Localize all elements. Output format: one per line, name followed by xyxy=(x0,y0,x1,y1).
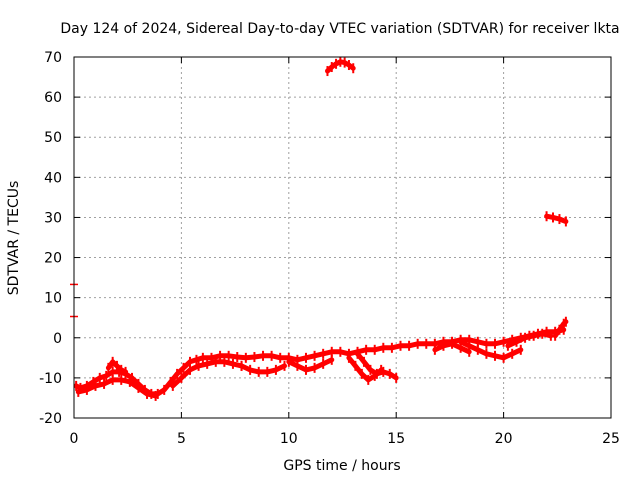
data-track xyxy=(458,339,524,361)
x-tick-label: 10 xyxy=(280,431,298,447)
y-tick-label: 10 xyxy=(44,291,62,307)
y-tick-labels: -20 -10 0 10 20 30 40 50 60 70 xyxy=(39,50,62,427)
data-layer xyxy=(70,56,569,401)
x-tick-labels: 0 5 10 15 20 25 xyxy=(70,431,620,447)
x-tick-label: 20 xyxy=(495,431,513,447)
data-track xyxy=(544,213,569,224)
x-tick-label: 15 xyxy=(387,431,405,447)
y-axis-label: SDTVAR / TECUs xyxy=(6,181,22,296)
x-axis-label: GPS time / hours xyxy=(283,458,400,474)
data-track xyxy=(505,331,554,349)
x-tick-label: 25 xyxy=(602,431,620,447)
chart-title: Day 124 of 2024, Sidereal Day-to-day VTE… xyxy=(60,21,619,37)
ticks xyxy=(73,56,612,419)
y-tick-label: 30 xyxy=(44,210,62,226)
y-tick-label: 0 xyxy=(53,331,62,347)
y-tick-label: 50 xyxy=(44,130,62,146)
data-track xyxy=(346,355,384,383)
y-tick-label: -20 xyxy=(39,411,62,427)
data-track xyxy=(286,357,335,373)
plot-frame xyxy=(73,56,612,419)
data-track xyxy=(239,363,287,375)
data-track xyxy=(75,377,159,399)
data-track xyxy=(73,327,567,397)
grid xyxy=(74,57,611,418)
x-tick-label: 0 xyxy=(70,431,79,447)
data-track xyxy=(552,319,569,339)
y-tick-label: 60 xyxy=(44,90,62,106)
y-tick-label: 70 xyxy=(44,50,62,66)
y-tick-label: 40 xyxy=(44,170,62,186)
x-tick-label: 5 xyxy=(177,431,186,447)
y-tick-label: -10 xyxy=(39,371,62,387)
y-tick-label: 20 xyxy=(44,251,62,267)
